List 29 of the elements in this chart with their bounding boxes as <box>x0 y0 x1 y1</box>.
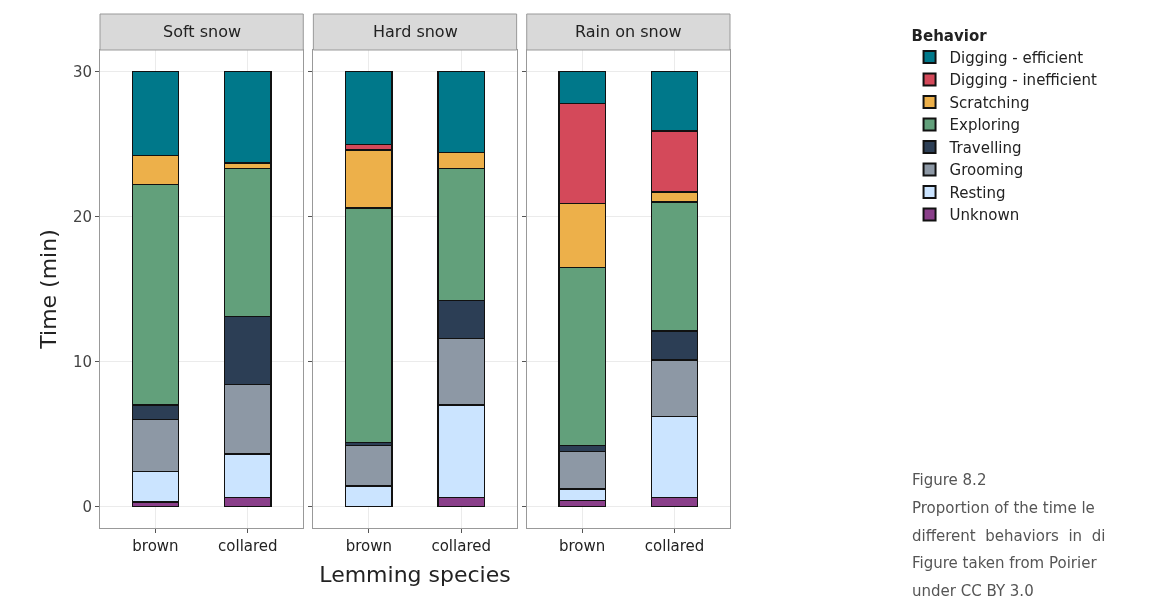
x-tick-label: collared <box>431 537 491 555</box>
legend-label: Grooming <box>949 161 1024 180</box>
text: different behaviors in di <box>912 527 1106 545</box>
legend-title: Behavior <box>911 26 988 45</box>
x-axis-title: Lemming species <box>319 561 511 587</box>
chart-title: Rain on snow <box>575 22 682 41</box>
y-tick-label: 30 <box>72 62 92 81</box>
chart-title: Soft snow <box>163 22 242 41</box>
x-tick-label: brown <box>559 537 606 555</box>
text: Proportion of the time le <box>912 499 1095 517</box>
x-tick-label: brown <box>132 537 179 555</box>
x-tick-label: brown <box>345 537 392 555</box>
legend-label: Unknown <box>949 206 1020 225</box>
legend-label: Resting <box>949 183 1006 202</box>
legend-label: Digging - inefficient <box>949 71 1098 90</box>
legend-label: Exploring <box>949 116 1021 135</box>
x-tick-label: collared <box>644 537 705 555</box>
y-axis-title: Time (min) <box>35 229 61 350</box>
text: under CC BY 3.0 <box>912 582 1034 600</box>
legend-label: Scratching <box>949 93 1030 112</box>
chart-title: Hard snow <box>373 22 458 41</box>
y-tick-label: 20 <box>72 207 92 226</box>
caption: Figure 8.2 <box>912 471 987 489</box>
text: Figure taken from Poirier <box>912 554 1098 572</box>
y-tick-label: 10 <box>72 352 92 371</box>
legend-label: Digging - efficient <box>949 48 1084 67</box>
y-tick-label: 0 <box>82 497 92 516</box>
x-tick-label: collared <box>218 537 278 555</box>
legend-label: Travelling <box>948 138 1022 157</box>
